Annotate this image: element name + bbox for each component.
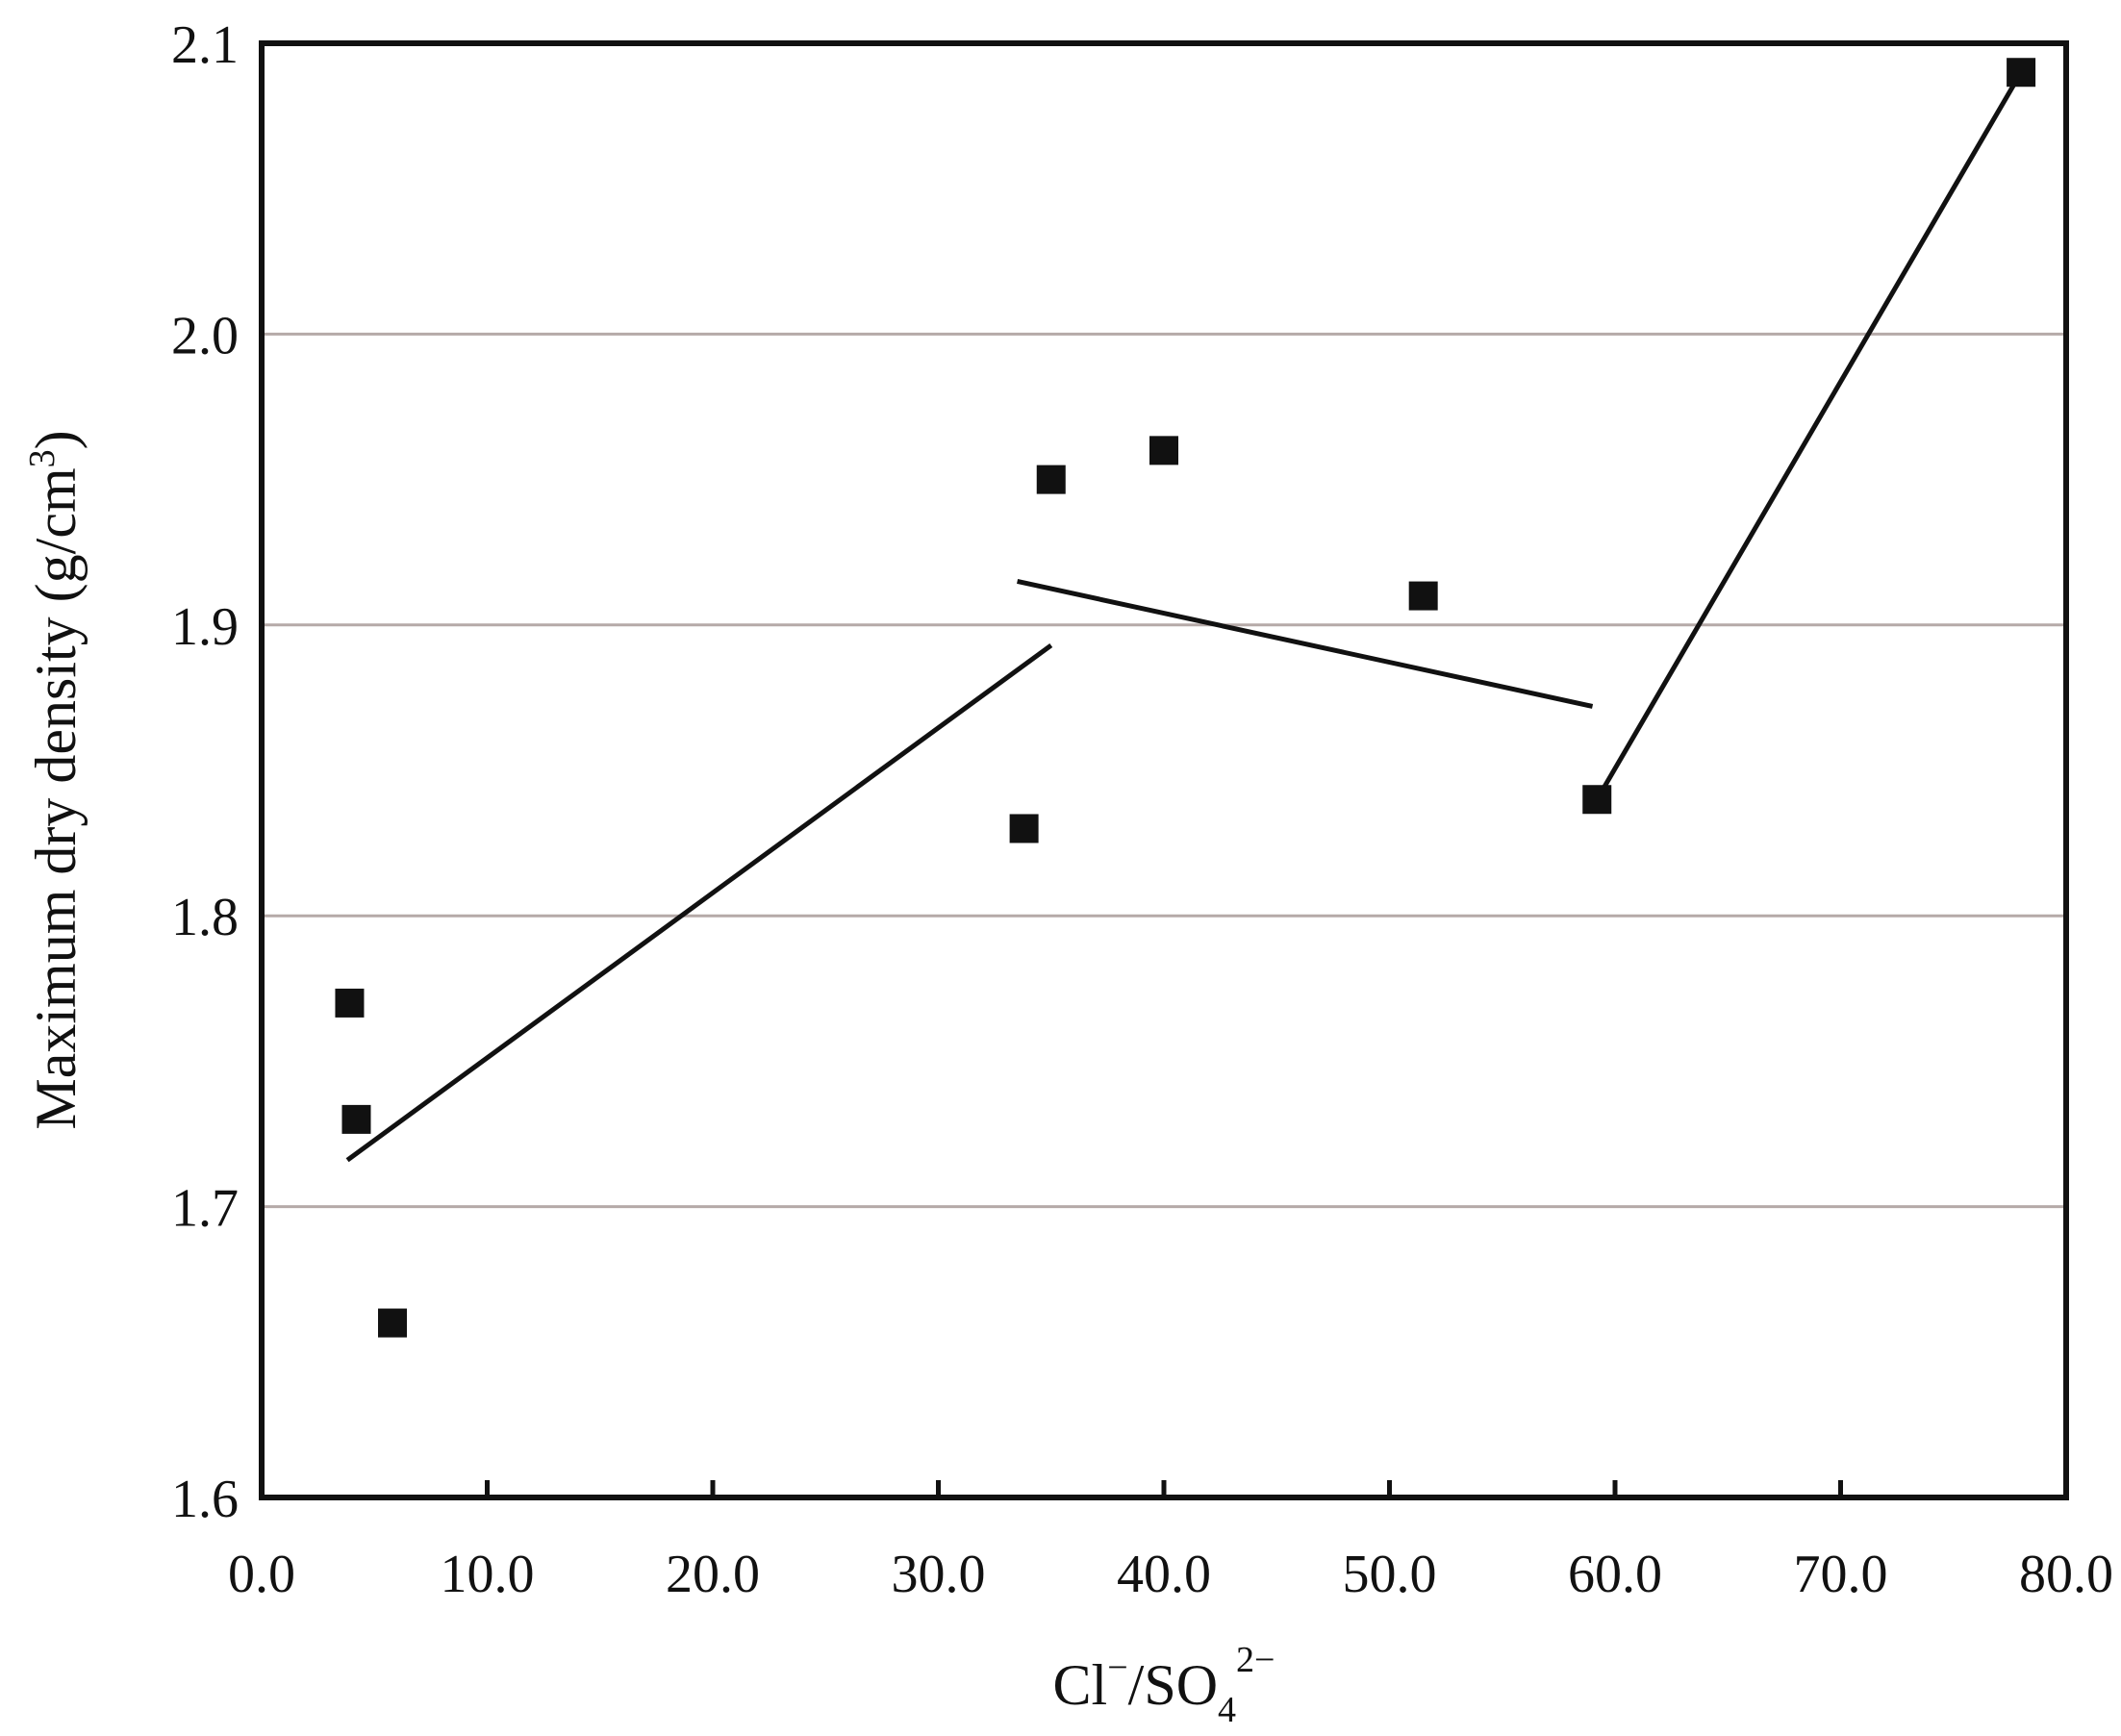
y-tick-label: 1.8 bbox=[171, 888, 239, 947]
x-tick-label: 0.0 bbox=[228, 1545, 295, 1604]
data-point bbox=[1582, 785, 1612, 815]
trend-line-1 bbox=[345, 642, 1053, 1163]
y-tick-label: 1.7 bbox=[171, 1179, 239, 1239]
x-axis-title-ion1: Cl bbox=[1053, 1653, 1108, 1717]
data-point bbox=[1149, 436, 1178, 465]
data-point bbox=[335, 988, 365, 1018]
x-tick-label: 30.0 bbox=[892, 1545, 986, 1604]
x-axis-title-sep: /SO bbox=[1128, 1653, 1218, 1717]
y-axis-title-text: Maximum dry density (g/cm bbox=[24, 467, 88, 1129]
y-tick-label: 2.1 bbox=[171, 15, 239, 75]
axis-ticks bbox=[485, 1480, 1843, 1497]
y-axis-title-close: ) bbox=[24, 430, 88, 449]
grid-lines bbox=[262, 332, 2066, 1209]
trend-lines bbox=[345, 70, 2024, 1163]
x-tick-labels: 0.0 10.0 20.0 30.0 40.0 50.0 60.0 70.0 80.0 bbox=[228, 1545, 2113, 1604]
data-point bbox=[1036, 465, 1066, 494]
x-tick-label: 80.0 bbox=[2019, 1545, 2113, 1604]
x-tick-label: 20.0 bbox=[666, 1545, 760, 1604]
trend-line-2 bbox=[1017, 578, 1594, 709]
x-tick-label: 70.0 bbox=[1794, 1545, 1888, 1604]
data-point bbox=[1408, 581, 1438, 611]
x-axis-title-ion1-charge: − bbox=[1107, 1648, 1127, 1688]
x-tick-label: 60.0 bbox=[1568, 1545, 1662, 1604]
x-tick-label: 10.0 bbox=[441, 1545, 535, 1604]
y-tick-labels: 1.6 1.7 1.8 1.9 2.0 2.1 bbox=[171, 15, 239, 1529]
y-tick-label: 2.0 bbox=[171, 306, 239, 365]
y-axis-title-superscript: 3 bbox=[22, 449, 63, 467]
data-points bbox=[335, 58, 2036, 1338]
data-point bbox=[378, 1308, 408, 1338]
x-axis-title: Cl−/SO42− bbox=[1053, 1640, 1275, 1730]
y-tick-label: 1.9 bbox=[171, 597, 239, 657]
y-axis-title: Maximum dry density (g/cm3) bbox=[22, 430, 88, 1129]
data-point bbox=[2007, 58, 2036, 88]
x-tick-label: 40.0 bbox=[1117, 1545, 1211, 1604]
y-tick-label: 1.6 bbox=[171, 1470, 239, 1529]
data-point bbox=[341, 1104, 371, 1134]
trend-line-3 bbox=[1595, 70, 2024, 801]
data-point bbox=[1009, 814, 1039, 843]
x-axis-title-charge: 2− bbox=[1236, 1640, 1275, 1680]
x-tick-label: 50.0 bbox=[1343, 1545, 1437, 1604]
x-axis-title-subscript: 4 bbox=[1218, 1690, 1236, 1730]
plot-frame bbox=[259, 40, 2069, 1500]
